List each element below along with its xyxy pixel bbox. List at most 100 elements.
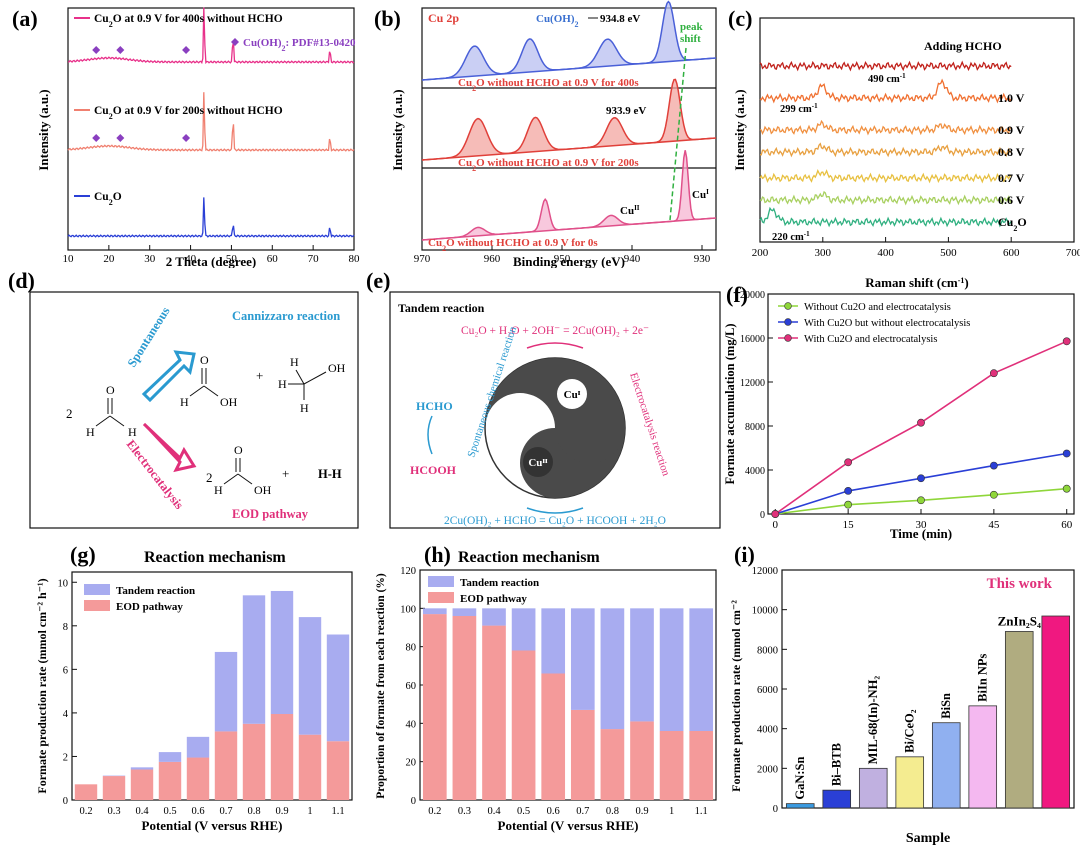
x-tick-label: 0.3 (107, 806, 120, 817)
panel-label: (h) (424, 542, 451, 567)
data-point (989, 490, 998, 499)
svg-text:O: O (234, 443, 243, 457)
x-tick-label: 930 (694, 253, 711, 265)
x-tick-label: 0.8 (606, 806, 619, 817)
panel-i-comparison-chart: (i) Formate production rate (mmol cm⁻² T… (729, 542, 1075, 846)
peak-933-label: 933.9 eV (606, 105, 646, 117)
bar-segment (689, 731, 714, 800)
x-tick-label: 970 (414, 253, 431, 265)
x-axis-label: 2 Theta (degree) (166, 254, 257, 268)
bar-segment (630, 721, 654, 800)
y-tick-label: 16000 (740, 334, 765, 345)
y-axis-label: Proportion of formate from each reaction… (375, 573, 387, 799)
diamond-marker-icon (116, 134, 125, 142)
equation-top: Cu₂O + H₂O + 2OH⁻ = 2Cu(OH)₂ + 2e⁻ (461, 325, 649, 337)
spectrum-label: Cu2O without HCHO at 0.9 V for 400s (458, 77, 639, 93)
legend-400s: Cu2O at 0.9 V for 400s without HCHO (94, 13, 283, 29)
y-tick-label: 10 (58, 578, 69, 589)
svg-text:H: H (214, 483, 223, 497)
bar-segment (298, 734, 322, 800)
data-point (844, 486, 853, 495)
svg-text:OH: OH (254, 483, 272, 497)
y-axis-label: Formate production rate (mmol cm⁻² (729, 600, 743, 792)
x-tick-label: 60 (1061, 519, 1073, 531)
data-point (1062, 484, 1071, 493)
cu2-label: Cuᴵᴵ (528, 457, 548, 469)
diamond-marker-icon (182, 134, 191, 142)
formic-acid-structure-icon-2: O H OH (214, 443, 272, 497)
bar-segment (242, 723, 266, 800)
x-tick-label: 0.9 (635, 806, 648, 817)
y-tick-label: 6 (63, 665, 68, 676)
bar-segment (74, 784, 98, 800)
bar-segment (482, 625, 506, 800)
bar (1004, 631, 1034, 809)
y-tick-label: 12000 (752, 566, 778, 577)
x-tick-label: 0.7 (219, 806, 232, 817)
x-tick-label: 40 (185, 253, 197, 265)
x-tick-label: 400 (877, 247, 894, 259)
plus-sign-2: + (282, 466, 289, 481)
x-axis-label: Sample (906, 831, 950, 846)
trace-label: 0.9 V (998, 123, 1025, 137)
electrocatalysis-arrow-icon (142, 422, 197, 473)
xrd-trace (67, 7, 355, 65)
bar (931, 722, 961, 809)
peak-934-label: 934.8 eV (600, 13, 640, 25)
bar-segment (570, 608, 595, 710)
x-tick-label: 80 (349, 253, 361, 265)
cu1-label: Cuᴵ (564, 389, 581, 401)
y-tick-label: 10000 (752, 606, 778, 617)
legend-swatch (428, 592, 454, 603)
y-tick-label: 20000 (740, 290, 765, 301)
svg-text:H: H (278, 377, 287, 391)
bar-segment (326, 741, 350, 800)
data-point (917, 418, 925, 427)
legend-label: EOD pathway (116, 601, 183, 613)
data-point (989, 369, 998, 378)
scheme-frame (29, 291, 359, 529)
bar-segment (600, 608, 625, 730)
cu2-label: CuII (620, 204, 640, 217)
scheme-frame (389, 291, 721, 529)
y-axis-label: Formate production rate (mmol cm⁻² h⁻¹) (35, 578, 49, 793)
panel-label: (e) (366, 268, 390, 293)
chart-title: Reaction mechanism (144, 549, 286, 566)
data-point (1062, 337, 1071, 346)
tandem-title: Tandem reaction (398, 301, 485, 315)
bar-segment (102, 776, 126, 800)
panel-e-tandem-scheme: (e) Tandem reaction Cu₂O + H₂O + 2OH⁻ = … (366, 268, 721, 529)
x-tick-label: 0.3 (458, 806, 471, 817)
baseline (421, 217, 717, 241)
bar (822, 789, 852, 809)
ann-299: 299 cm-1 (780, 102, 818, 115)
x-tick-label: 600 (1003, 247, 1020, 259)
data-point (917, 474, 925, 483)
x-tick-label: 0.7 (576, 806, 589, 817)
data-point (844, 500, 853, 509)
panel-a-xrd-chart: (a) Intensity (a.u.) 10 20 30 40 50 60 70 80 Cu… (12, 6, 361, 268)
baseline (421, 57, 717, 81)
x-tick-label: 1.1 (695, 806, 708, 817)
raman-trace (759, 169, 1012, 184)
bar-segment (659, 731, 684, 800)
x-tick-label: 0 (773, 519, 779, 531)
hcho-label: HCHO (416, 399, 453, 413)
x-tick-label: 1.1 (331, 806, 344, 817)
y-axis-label: Intensity (a.u.) (732, 89, 747, 170)
eod-pathway-label: EOD pathway (232, 507, 309, 521)
x-tick-label: 500 (940, 247, 957, 259)
x-axis-label: Potential (V versus RHE) (498, 818, 639, 833)
x-tick-label: 0.4 (487, 806, 501, 817)
data-point (771, 510, 780, 518)
bar-segment (158, 752, 182, 762)
bar-segment (186, 736, 210, 758)
svg-text:H: H (290, 355, 299, 369)
bar-segment (422, 614, 447, 800)
x-tick-label: 60 (267, 253, 279, 265)
bar (785, 803, 815, 809)
panel-d-cannizzaro-scheme: (d) Cannizzaro reaction Spontaneous Elec… (8, 268, 359, 529)
bar-label: BiIn NPs (976, 653, 990, 701)
bar-label: GaN:Sn (793, 757, 807, 800)
x-tick-label: 0.6 (191, 806, 204, 817)
